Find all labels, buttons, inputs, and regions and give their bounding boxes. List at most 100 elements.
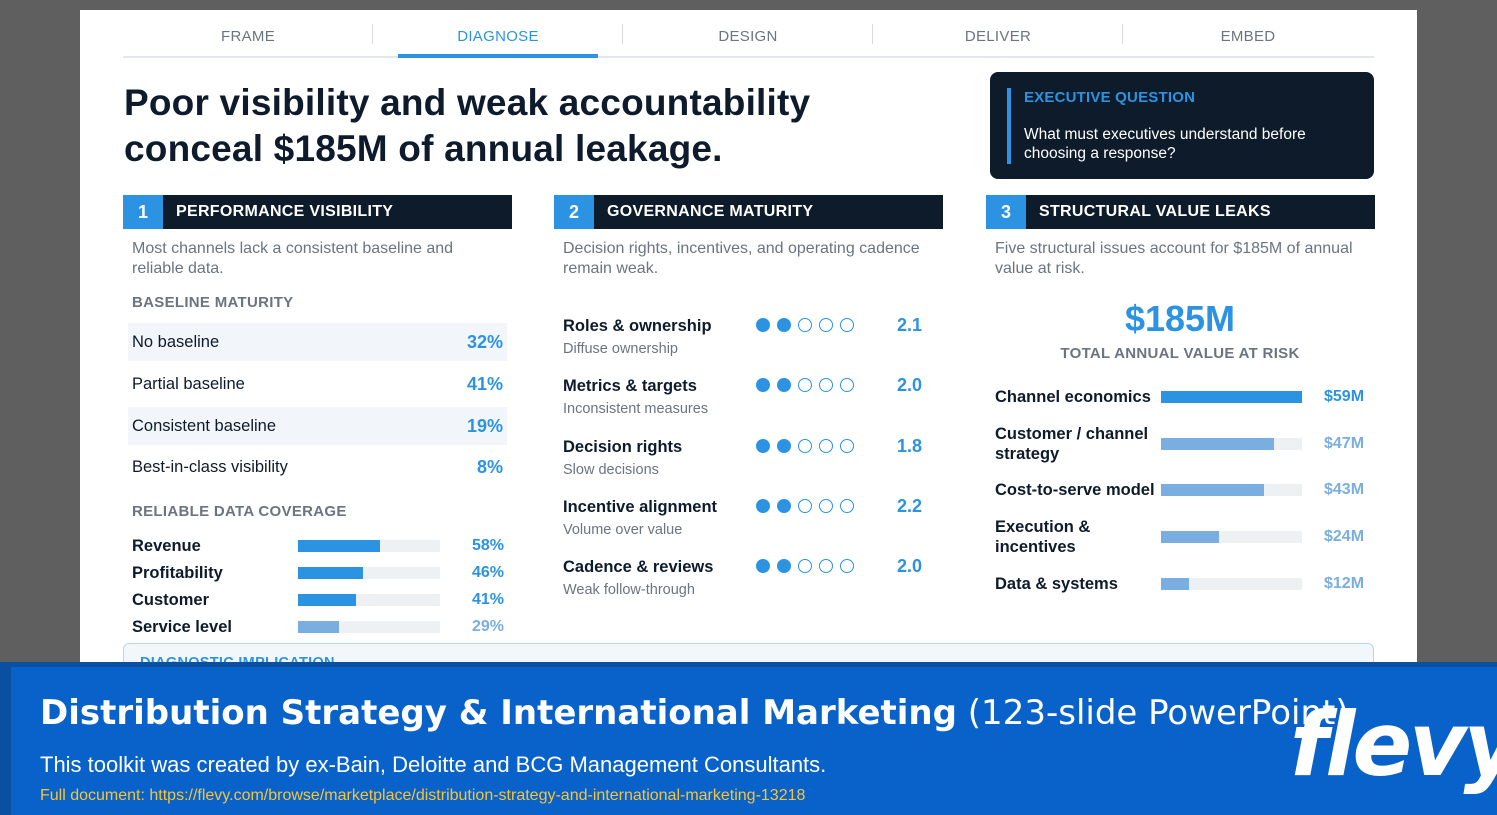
governance-row: Roles & ownership Diffuse ownership 2.1 bbox=[563, 315, 943, 367]
coverage-bar-fill bbox=[298, 567, 364, 579]
maturity-score: 2.2 bbox=[897, 496, 923, 516]
coverage-label: Revenue bbox=[132, 537, 201, 555]
rating-dot bbox=[756, 439, 770, 453]
leak-row: Data & systems $12M bbox=[995, 562, 1375, 606]
tab-diagnose[interactable]: DIAGNOSE bbox=[373, 24, 623, 58]
section-number: 3 bbox=[986, 195, 1026, 229]
banner-title-main: Distribution Strategy & International Ma… bbox=[40, 693, 957, 733]
governance-note: Weak follow-through bbox=[563, 582, 695, 598]
rating-dot bbox=[819, 318, 833, 332]
governance-dimension: Cadence & reviews bbox=[563, 558, 714, 576]
promo-banner: Distribution Strategy & International Ma… bbox=[0, 662, 1497, 815]
section-header-leaks: 3 STRUCTURAL VALUE LEAKS bbox=[986, 195, 1375, 229]
rating-dot bbox=[777, 559, 791, 573]
rating-dot bbox=[756, 559, 770, 573]
coverage-bar-fill bbox=[298, 540, 381, 552]
full-document-link[interactable]: Full document: https://flevy.com/browse/… bbox=[40, 787, 806, 804]
section-description: Five structural issues account for $185M… bbox=[995, 240, 1353, 277]
coverage-bar-track bbox=[298, 594, 440, 606]
tab-embed[interactable]: EMBED bbox=[1123, 24, 1373, 56]
coverage-value: 29% bbox=[471, 618, 504, 635]
executive-question-text: What must executives understand before c… bbox=[1024, 126, 1306, 162]
leak-value: $47M bbox=[1324, 435, 1365, 452]
governance-row: Incentive alignment Volume over value 2.… bbox=[563, 496, 943, 548]
tab-label: DESIGN bbox=[718, 28, 778, 45]
leak-bar-fill bbox=[1161, 438, 1274, 450]
governance-note: Inconsistent measures bbox=[563, 401, 709, 417]
leak-bar-track bbox=[1161, 438, 1302, 450]
coverage-row: Service level 29% bbox=[132, 616, 506, 638]
leak-label: Execution & incentives bbox=[995, 518, 1091, 556]
rating-dot bbox=[756, 318, 770, 332]
maturity-rating bbox=[756, 439, 854, 453]
maturity-score: 2.0 bbox=[897, 556, 923, 576]
banner-title: Distribution Strategy & International Ma… bbox=[40, 693, 1349, 733]
rating-dot bbox=[777, 499, 791, 513]
tab-frame[interactable]: FRAME bbox=[123, 24, 373, 56]
leak-value: $24M bbox=[1324, 528, 1365, 545]
governance-note: Diffuse ownership bbox=[563, 341, 678, 357]
rating-dot bbox=[798, 439, 812, 453]
leak-bar-fill bbox=[1161, 578, 1190, 590]
coverage-row: Profitability 46% bbox=[132, 562, 506, 584]
leak-bar-fill bbox=[1161, 531, 1219, 543]
leak-bar-track bbox=[1161, 578, 1302, 590]
governance-dimension: Decision rights bbox=[563, 438, 683, 456]
rating-dot bbox=[756, 378, 770, 392]
leak-row: Cost-to-serve model $43M bbox=[995, 468, 1375, 512]
maturity-rating bbox=[756, 378, 854, 392]
tab-divider bbox=[872, 24, 873, 44]
baseline-maturity-label: BASELINE MATURITY bbox=[132, 294, 294, 311]
coverage-value: 58% bbox=[471, 537, 504, 554]
section-number: 2 bbox=[554, 195, 594, 229]
coverage-value: 46% bbox=[471, 564, 504, 581]
tab-label: DELIVER bbox=[964, 28, 1032, 45]
maturity-score: 2.0 bbox=[897, 375, 923, 395]
baseline-label: Consistent baseline bbox=[132, 417, 277, 435]
maturity-rating bbox=[756, 499, 854, 513]
data-coverage-label: RELIABLE DATA COVERAGE bbox=[132, 503, 347, 520]
rating-dot bbox=[819, 378, 833, 392]
tab-design[interactable]: DESIGN bbox=[623, 24, 873, 56]
maturity-rating bbox=[756, 318, 854, 332]
coverage-bar-track bbox=[298, 621, 440, 633]
governance-row: Decision rights Slow decisions 1.8 bbox=[563, 436, 943, 488]
leak-row: Execution & incentives $24M bbox=[995, 515, 1375, 559]
rating-dot bbox=[777, 378, 791, 392]
rating-dot bbox=[798, 499, 812, 513]
coverage-label: Service level bbox=[132, 618, 232, 636]
total-value-label: TOTAL ANNUAL VALUE AT RISK bbox=[1060, 345, 1300, 362]
section-header-visibility: 1 PERFORMANCE VISIBILITY bbox=[123, 195, 512, 229]
section-title: GOVERNANCE MATURITY bbox=[607, 203, 814, 220]
leak-bar-fill bbox=[1161, 484, 1264, 496]
tab-label: FRAME bbox=[221, 28, 275, 45]
baseline-label: Best-in-class visibility bbox=[132, 458, 288, 476]
leak-bar-track bbox=[1161, 531, 1302, 543]
rating-dot bbox=[777, 318, 791, 332]
tab-deliver[interactable]: DELIVER bbox=[873, 24, 1123, 56]
baseline-row: Best-in-class visibility 8% bbox=[128, 448, 507, 486]
governance-dimension: Metrics & targets bbox=[563, 377, 697, 395]
leak-value: $43M bbox=[1324, 481, 1365, 498]
rating-dot bbox=[798, 318, 812, 332]
maturity-score: 1.8 bbox=[897, 436, 923, 456]
leak-value: $59M bbox=[1324, 388, 1365, 405]
section-description: Decision rights, incentives, and operati… bbox=[563, 240, 920, 277]
leak-label: Customer / channel strategy bbox=[995, 425, 1149, 463]
coverage-row: Customer 41% bbox=[132, 589, 506, 611]
rating-dot bbox=[756, 499, 770, 513]
section-description: Most channels lack a consistent baseline… bbox=[132, 240, 454, 277]
rating-dot bbox=[819, 499, 833, 513]
banner-title-suffix: (123-slide PowerPoint) bbox=[967, 693, 1349, 733]
leak-value: $12M bbox=[1324, 575, 1365, 592]
governance-row: Metrics & targets Inconsistent measures … bbox=[563, 375, 943, 427]
maturity-score: 2.1 bbox=[897, 315, 923, 335]
page-title: Poor visibility and weak accountability … bbox=[124, 82, 811, 169]
rating-dot bbox=[840, 559, 854, 573]
maturity-rating bbox=[756, 559, 854, 573]
rating-dot bbox=[840, 378, 854, 392]
slide: FRAME DIAGNOSE DESIGN DELIVER EMBED Poor… bbox=[80, 10, 1417, 670]
tab-label: DIAGNOSE bbox=[457, 28, 539, 45]
coverage-bar-fill bbox=[298, 621, 340, 633]
leak-label: Channel economics bbox=[995, 388, 1151, 406]
